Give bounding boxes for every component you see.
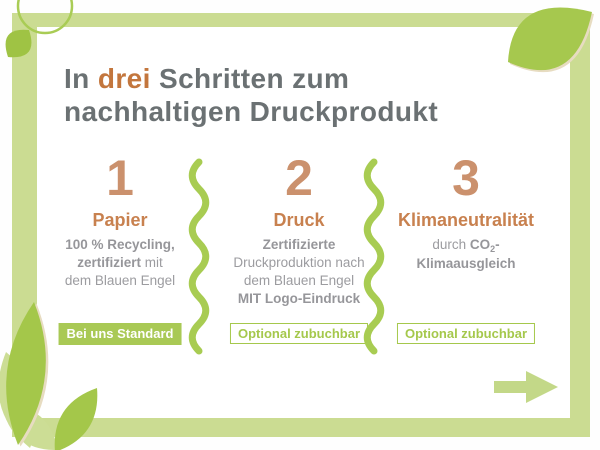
optional-badge: Optional zubuchbar: [396, 323, 536, 344]
page-title: In drei Schritten zum nachhaltigen Druckp…: [64, 62, 438, 128]
step-3-klimaneutralitaet: 3 Klimaneutralität durch CO2- Klimaausgle…: [387, 153, 545, 358]
title-part1: In: [64, 63, 98, 94]
description-bold: 100 % Recycling,: [65, 237, 175, 252]
title-highlight: drei: [97, 63, 151, 94]
wavy-line-divider: [188, 158, 210, 355]
step-heading: Druck: [273, 210, 325, 230]
description-text: dem Blauen Engel: [64, 273, 176, 288]
description-text: mit: [141, 255, 163, 270]
description-bold: Klimaausgleich: [416, 256, 516, 271]
co2-subscript: 2: [490, 244, 496, 254]
step-description: durch CO2- Klimaausgleich: [387, 236, 545, 273]
step-2-druck: 2 Druck Zertifizierte Druckproduktion nac…: [222, 153, 376, 358]
description-bold: Zertifizierte: [262, 237, 336, 252]
step-1-papier: 1 Papier 100 % Recycling, zertifiziert mi…: [45, 153, 195, 358]
step-number: 2: [285, 150, 313, 206]
description-bold: CO: [469, 237, 491, 252]
description-text: dem Blauen Engel: [243, 273, 355, 288]
description-text: Druckproduktion nach: [233, 255, 365, 270]
step-number: 3: [452, 150, 480, 206]
title-line2: nachhaltigen Druckprodukt: [64, 96, 439, 127]
step-description: Zertifizierte Druckproduktion nach dem Bla…: [222, 236, 376, 308]
title-part2: Schritten zum: [150, 63, 350, 94]
step-number: 1: [106, 150, 134, 206]
card-frame: [12, 13, 590, 437]
wavy-line-divider: [363, 158, 385, 355]
step-heading: Papier: [92, 210, 148, 230]
description-text: durch: [432, 237, 470, 252]
step-description: 100 % Recycling, zertifiziert mit dem Blau…: [45, 236, 195, 290]
step-heading: Klimaneutralität: [397, 210, 535, 230]
optional-badge: Optional zubuchbar: [229, 323, 369, 344]
description-bold: MIT Logo-Eindruck: [237, 291, 361, 306]
standard-badge: Bei uns Standard: [58, 323, 182, 345]
description-bold: zertifiziert: [77, 255, 141, 270]
description-bold: -: [495, 237, 500, 252]
arrow-right-icon[interactable]: [490, 368, 562, 406]
